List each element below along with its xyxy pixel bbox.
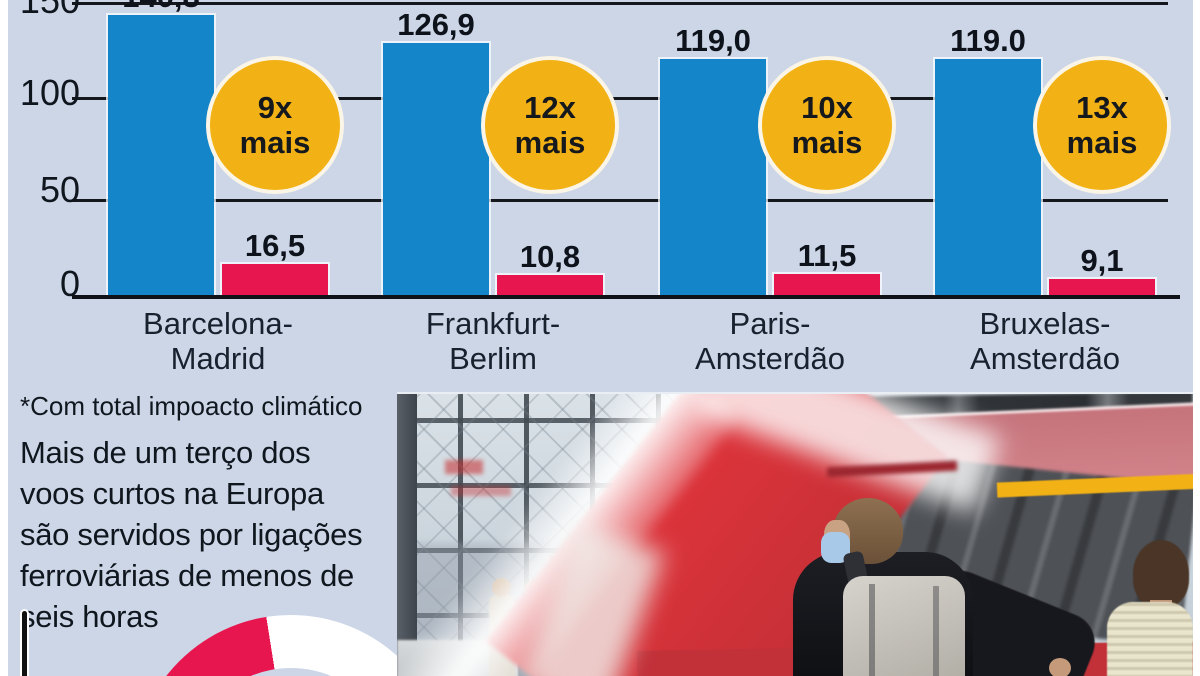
infographic-panel: 150 100 50 0 140,8 16,5 9x mais Barcelon… [8, 0, 1193, 676]
multiplier-factor: 13x [1076, 90, 1128, 125]
red-value-label: 10,8 [519, 239, 581, 274]
category-label-bruxelas-amsterdao: Bruxelas- Amsterdão [970, 306, 1120, 376]
blue-bar-barcelona-madrid [108, 15, 214, 297]
blue-bar-bruxelas-amsterdao [935, 59, 1041, 297]
multiplier-factor: 12x [524, 90, 576, 125]
blue-value-label: 119.0 [950, 23, 1026, 58]
red-bar-barcelona-madrid [222, 264, 328, 297]
gridline-150 [72, 2, 1168, 5]
photo-backpack [843, 576, 965, 676]
callout-line: voos curtos na Europa [20, 476, 324, 511]
y-axis-tick-0: 0 [59, 263, 80, 304]
blue-bar-frankfurt-berlim [383, 43, 489, 297]
x-axis-baseline [72, 295, 1180, 299]
photo-man-hand [1049, 658, 1071, 676]
category-label-frankfurt-berlim: Frankfurt- Berlim [426, 306, 560, 376]
blue-bar-paris-amsterdao [660, 59, 766, 297]
multiplier-word: mais [514, 125, 586, 160]
blue-value-label: 126,9 [397, 7, 475, 42]
multiplier-factor: 9x [257, 90, 293, 125]
photo-red-sign-blur [451, 486, 511, 496]
chart-footnote: *Com total impoacto climático [20, 391, 363, 421]
category-line: Amsterdão [970, 341, 1120, 376]
multiplier-word: mais [1066, 125, 1138, 160]
category-line: Bruxelas- [979, 306, 1111, 341]
red-value-label: 16,5 [244, 228, 306, 263]
category-line: Paris- [729, 306, 811, 341]
train-station-photo [397, 392, 1193, 676]
red-value-label: 9,1 [1080, 243, 1124, 278]
callout-line: ferroviárias de menos de [20, 558, 354, 593]
red-bar-bruxelas-amsterdao [1049, 278, 1155, 297]
y-axis-tick-50: 50 [39, 169, 80, 210]
donut-leader-line [22, 611, 27, 676]
red-bar-paris-amsterdao [774, 274, 880, 297]
photo-woman-hair [1133, 540, 1189, 608]
multiplier-badge: 13x mais [1037, 60, 1167, 190]
blue-value-label: 140,8 [122, 0, 200, 15]
bar-chart-plot: 150 100 50 0 140,8 16,5 9x mais Barcelon… [8, 0, 1193, 376]
category-line: Madrid [170, 341, 266, 376]
photo-backpack-seam [869, 584, 875, 676]
photo-woman-sweater [1107, 602, 1193, 676]
multiplier-badge: 10x mais [762, 60, 892, 190]
category-line: Barcelona- [143, 306, 293, 341]
callout-line: são servidos por ligações [20, 517, 363, 552]
callout-line: seis horas [20, 599, 159, 634]
gridline-100 [72, 97, 1168, 100]
multiplier-factor: 10x [801, 90, 853, 125]
category-line: Frankfurt- [425, 306, 561, 341]
category-label-paris-amsterdao: Paris- Amsterdão [695, 306, 845, 376]
red-bar-frankfurt-berlim [497, 275, 603, 297]
multiplier-word: mais [239, 125, 311, 160]
callout-line: Mais de um terço dos [20, 435, 311, 470]
photo-red-sign-blur [445, 460, 483, 474]
callout-text: Mais de um terço dos voos curtos na Euro… [20, 432, 363, 637]
red-value-label: 11,5 [797, 238, 857, 273]
photo-window-column [397, 394, 417, 676]
photo-backpack-seam [933, 586, 939, 676]
blue-value-label: 119,0 [675, 23, 751, 58]
multiplier-badge: 9x mais [210, 60, 340, 190]
gridline-50 [72, 199, 1168, 202]
category-line: Berlim [449, 341, 537, 376]
multiplier-badge: 12x mais [485, 60, 615, 190]
category-line: Amsterdão [695, 341, 845, 376]
y-axis-tick-100: 100 [19, 72, 80, 113]
multiplier-word: mais [791, 125, 863, 160]
y-axis-tick-150: 150 [19, 0, 80, 21]
category-label-barcelona-madrid: Barcelona- Madrid [143, 306, 293, 376]
